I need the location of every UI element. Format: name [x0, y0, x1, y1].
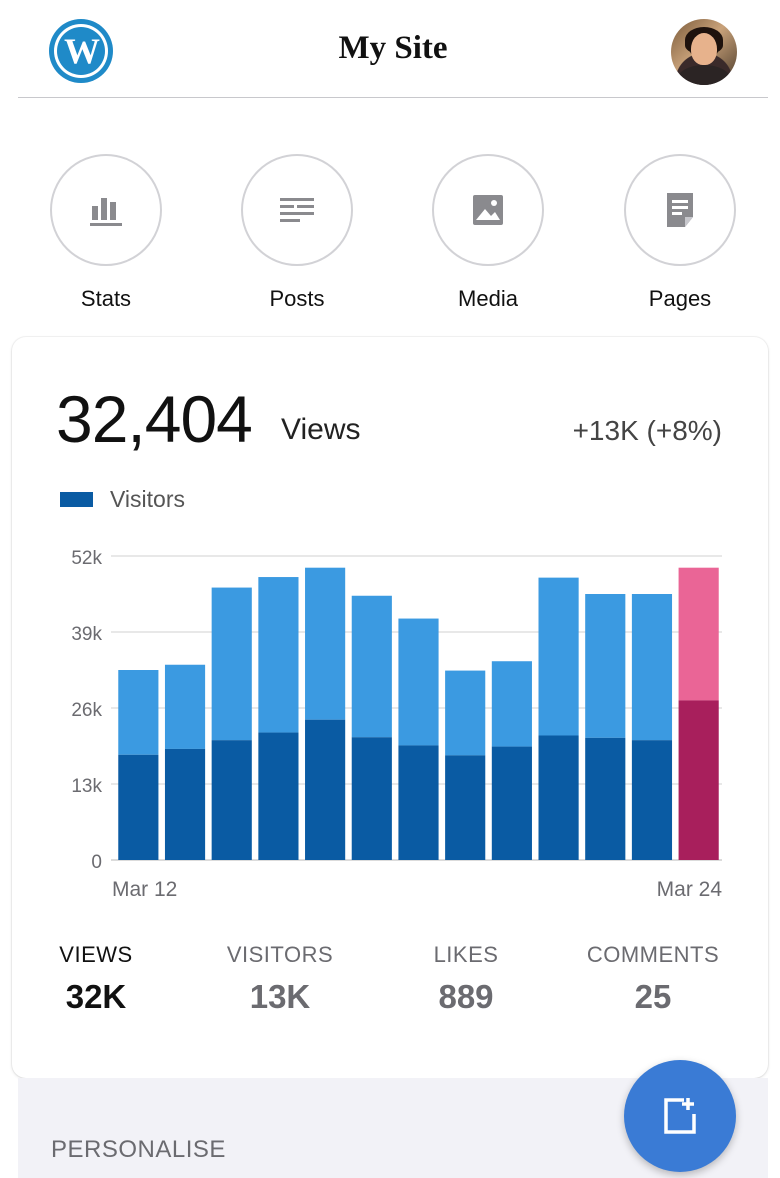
chart-bar-views: [538, 577, 579, 736]
section-title: PERSONALISE: [51, 1136, 226, 1163]
summary-value: 13K: [249, 978, 311, 1015]
user-avatar[interactable]: [671, 19, 737, 85]
views-chart[interactable]: 0 13k 26k 39k 52k Mar 12 Mar 24: [12, 532, 768, 902]
media-action[interactable]: Media: [418, 154, 558, 312]
pages-label: Pages: [648, 286, 712, 311]
summary-comments[interactable]: COMMENTS 25: [580, 942, 726, 1016]
summary-value: 889: [438, 978, 494, 1015]
pages-action[interactable]: Pages: [610, 154, 750, 312]
summary-value: 25: [634, 978, 672, 1015]
summary-label: COMMENTS: [586, 942, 720, 967]
chart-bar-views: [305, 567, 346, 720]
posts-action[interactable]: Posts: [227, 154, 367, 312]
x-tick-label: Mar 24: [657, 878, 723, 901]
y-tick-label: 26k: [71, 700, 102, 721]
chart-bar-visitors: [258, 732, 299, 860]
chart-bar-visitors: [118, 754, 159, 860]
y-tick-label: 0: [91, 852, 102, 873]
views-change: +13K (+8%): [572, 415, 722, 446]
summary-value: 32K: [65, 978, 127, 1015]
chart-bar-visitors: [305, 719, 346, 860]
chart-bar-views: [211, 587, 252, 741]
summary-label: LIKES: [433, 942, 499, 967]
chart-bar-visitors: [538, 735, 579, 860]
chart-bar-views: [164, 664, 206, 749]
y-tick-label: 39k: [71, 624, 102, 645]
views-total: 32,404: [56, 382, 253, 456]
quick-actions: Stats Posts Media: [0, 154, 780, 314]
legend-swatch: [60, 491, 93, 507]
summary-likes[interactable]: LIKES 889: [424, 942, 508, 1016]
x-tick-label: Mar 12: [112, 878, 177, 901]
wordpress-logo-icon[interactable]: W: [49, 19, 113, 83]
page-title: My Site: [338, 30, 448, 66]
views-label: Views: [281, 413, 361, 446]
media-icon: [473, 195, 503, 225]
chart-bar-visitors: [164, 748, 206, 860]
chart-bar-visitors: [211, 740, 252, 860]
app-header: W My Site: [18, 0, 768, 98]
media-button[interactable]: [432, 154, 544, 266]
chart-bar-views: [585, 594, 626, 738]
stats-button[interactable]: [50, 154, 162, 266]
stats-icon: [90, 198, 122, 226]
chart-bar-views: [678, 567, 719, 701]
media-label: Media: [458, 286, 518, 311]
chart-bar-views: [258, 577, 299, 733]
chart-bar-views: [398, 618, 439, 746]
chart-bar-visitors: [398, 745, 439, 860]
posts-button[interactable]: [241, 154, 353, 266]
pages-button[interactable]: [624, 154, 736, 266]
stats-card[interactable]: 32,404 Views +13K (+8%) Visitors 0 13k 26k…: [12, 337, 768, 1078]
chart-bar-visitors: [491, 746, 532, 860]
chart-bar-visitors: [445, 755, 486, 860]
stats-label: Stats: [80, 286, 132, 311]
chart-bar-views: [445, 670, 486, 756]
summary-visitors[interactable]: VISITORS 13K: [220, 942, 340, 1016]
summary-views[interactable]: VIEWS 32K: [58, 942, 134, 1016]
legend-label: Visitors: [110, 485, 185, 512]
new-post-button[interactable]: [624, 1060, 736, 1172]
new-post-icon: [664, 1098, 696, 1134]
y-tick-label: 52k: [71, 548, 102, 569]
chart-legend: Visitors: [60, 484, 185, 514]
chart-bar-visitors: [678, 700, 719, 860]
posts-icon: [280, 198, 314, 222]
chart-bar-views: [631, 594, 673, 741]
chart-bar-views: [351, 595, 392, 738]
y-tick-label: 13k: [71, 776, 102, 797]
chart-bar-views: [118, 670, 159, 755]
summary-stats: VIEWS 32K VISITORS 13K LIKES 889 COMMENT…: [12, 942, 768, 1032]
chart-bar-views: [491, 661, 532, 747]
chart-bar-visitors: [585, 737, 626, 860]
stats-action[interactable]: Stats: [36, 154, 176, 312]
chart-bar-visitors: [351, 737, 392, 860]
posts-label: Posts: [269, 286, 325, 311]
chart-bar-visitors: [631, 740, 673, 860]
pages-icon: [667, 193, 693, 227]
summary-label: VISITORS: [226, 942, 334, 967]
summary-label: VIEWS: [59, 942, 133, 967]
